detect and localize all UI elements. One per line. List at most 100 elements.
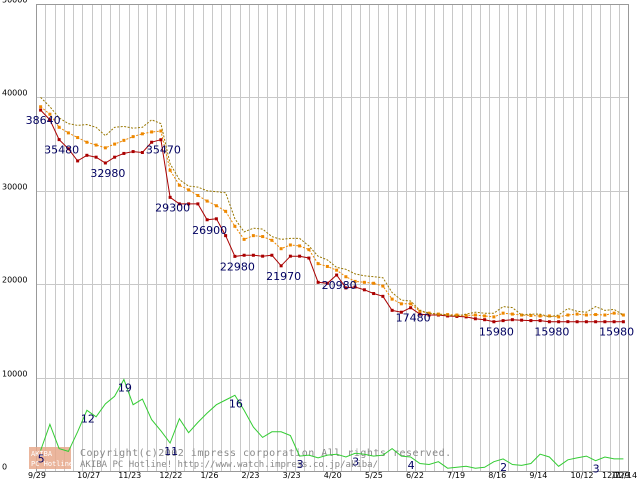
series-point-1 xyxy=(455,313,459,317)
series-point-1 xyxy=(362,280,366,284)
series-point-0 xyxy=(187,202,191,206)
data-label: 38640 xyxy=(26,114,61,127)
series-point-1 xyxy=(159,129,163,133)
series-point-1 xyxy=(307,248,311,252)
series-point-0 xyxy=(150,140,154,144)
x-tick-label: 8/16 xyxy=(488,471,506,480)
y-tick-label: 30000 xyxy=(2,183,27,192)
data-label: 22980 xyxy=(220,260,255,273)
series-point-1 xyxy=(48,112,52,116)
series-point-1 xyxy=(233,224,237,228)
y-tick-label: 20000 xyxy=(2,276,27,285)
series-point-0 xyxy=(251,253,255,257)
series-point-1 xyxy=(85,140,89,144)
series-point-0 xyxy=(48,118,52,122)
series-point-0 xyxy=(39,108,43,112)
series-point-0 xyxy=(501,319,505,323)
series-point-0 xyxy=(233,254,237,258)
series-point-1 xyxy=(270,238,274,242)
series-point-0 xyxy=(316,280,320,284)
series-point-1 xyxy=(205,199,209,203)
data-label: 17480 xyxy=(396,312,431,325)
series-point-1 xyxy=(529,313,533,317)
series-point-0 xyxy=(224,234,228,238)
series-point-1 xyxy=(464,313,468,317)
series-point-1 xyxy=(140,132,144,136)
series-point-1 xyxy=(224,209,228,213)
series-point-1 xyxy=(372,281,376,285)
logo-top-text: AKIBA xyxy=(31,450,53,458)
series-point-1 xyxy=(335,268,339,272)
data-label: 4 xyxy=(408,459,415,472)
data-label: 35480 xyxy=(44,144,79,157)
series-point-0 xyxy=(205,218,209,222)
series-point-1 xyxy=(76,136,80,140)
series-point-0 xyxy=(85,153,89,157)
series-point-1 xyxy=(242,237,246,241)
x-tick-label: 5/25 xyxy=(365,471,383,480)
x-tick-label: 3/23 xyxy=(283,471,301,480)
series-point-0 xyxy=(279,264,283,268)
x-tick-label: 9/14 xyxy=(529,471,547,480)
data-label: 21970 xyxy=(266,270,301,283)
series-point-1 xyxy=(584,313,588,317)
series-point-1 xyxy=(621,313,625,317)
data-label: 5 xyxy=(38,452,45,465)
x-tick-label: 6/22 xyxy=(406,471,424,480)
site-url-text: AKIBA PC Hotline! http://www.watch.impre… xyxy=(80,460,378,470)
series-point-1 xyxy=(39,105,43,109)
series-point-0 xyxy=(584,320,588,324)
series-point-0 xyxy=(270,253,274,257)
series-point-1 xyxy=(612,311,616,315)
data-label: 15980 xyxy=(599,326,634,339)
series-point-0 xyxy=(344,286,348,290)
y-tick-label: 40000 xyxy=(2,89,27,98)
series-point-0 xyxy=(307,256,311,260)
series-point-1 xyxy=(113,142,117,146)
x-tick-label: 7/19 xyxy=(447,471,465,480)
series-point-0 xyxy=(140,151,144,155)
data-label: 3 xyxy=(297,458,304,471)
data-label: 12 xyxy=(81,412,95,425)
series-point-1 xyxy=(399,302,403,306)
x-tick-label: 11/23 xyxy=(118,471,141,480)
x-tick-label: 2/23 xyxy=(242,471,260,480)
series-point-1 xyxy=(409,302,413,306)
plot-frame xyxy=(36,4,629,472)
series-point-0 xyxy=(418,312,422,316)
series-point-0 xyxy=(103,161,107,165)
series-line-2 xyxy=(40,97,624,318)
x-tick-label: 12/14 xyxy=(614,471,637,480)
data-label: 35470 xyxy=(146,144,181,157)
x-tick-label: 11/9 xyxy=(612,471,630,480)
series-point-1 xyxy=(279,247,283,251)
series-point-1 xyxy=(483,314,487,318)
y-tick-label: 10000 xyxy=(2,370,27,379)
series-line-3 xyxy=(40,378,624,469)
series-point-1 xyxy=(566,313,570,317)
series-point-1 xyxy=(594,313,598,317)
series-point-0 xyxy=(131,150,135,154)
series-point-0 xyxy=(298,254,302,258)
x-tick-label: 9/29 xyxy=(28,471,46,480)
series-point-1 xyxy=(520,313,524,317)
data-label: 19 xyxy=(118,381,132,394)
series-point-0 xyxy=(492,320,496,324)
series-point-0 xyxy=(427,313,431,317)
series-point-0 xyxy=(473,317,477,321)
series-point-1 xyxy=(261,235,265,239)
series-point-1 xyxy=(131,135,135,139)
series-point-0 xyxy=(557,320,561,324)
y-tick-label: 0 xyxy=(2,463,7,472)
series-point-1 xyxy=(353,279,357,283)
series-point-1 xyxy=(103,146,107,150)
x-tick-label: 10/12 xyxy=(570,471,593,480)
series-point-1 xyxy=(427,311,431,315)
series-point-1 xyxy=(510,312,514,316)
data-label: 3 xyxy=(593,463,600,476)
x-tick-label: 10/27 xyxy=(77,471,100,480)
data-label: 15980 xyxy=(479,326,514,339)
